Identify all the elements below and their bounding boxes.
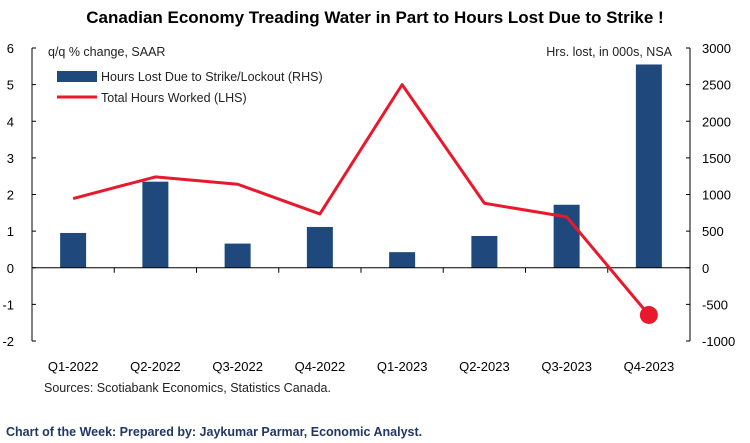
line-point (639, 305, 658, 324)
left-tick-label: 6 (7, 41, 14, 56)
right-tick-label: 3000 (702, 41, 731, 56)
line-total-hours-worked (72, 83, 651, 316)
left-tick-label: 5 (7, 78, 14, 93)
bar-hours-lost (306, 226, 333, 268)
footer-credit: Chart of the Week: Prepared by: Jaykumar… (6, 425, 423, 439)
category-label: Q3-2022 (212, 359, 263, 374)
bar-hours-lost (389, 252, 416, 268)
left-axis-label: q/q % change, SAAR (48, 45, 165, 59)
bar-hours-lost (224, 243, 251, 268)
left-tick-label: 2 (7, 188, 14, 203)
category-label: Q3-2023 (541, 359, 592, 374)
right-tick-label: -500 (702, 297, 728, 312)
category-label: Q4-2023 (624, 359, 675, 374)
sources-note: Sources: Scotiabank Economics, Statistic… (44, 381, 331, 395)
right-axis-label: Hrs. lost, in 000s, NSA (546, 45, 672, 59)
bar-hours-lost (635, 64, 662, 268)
left-tick-label: -2 (2, 334, 14, 349)
category-label: Q2-2023 (459, 359, 510, 374)
right-tick-label: 1000 (702, 188, 731, 203)
bar-hours-lost (142, 181, 169, 268)
left-tick-label: 1 (7, 224, 14, 239)
legend-swatch-bar (57, 71, 97, 82)
legend-label-line: Total Hours Worked (LHS) (101, 91, 247, 105)
right-tick-label: 0 (702, 261, 709, 276)
right-tick-label: 1500 (702, 151, 731, 166)
right-tick-label: -1000 (702, 334, 735, 349)
chart-title: Canadian Economy Treading Water in Part … (86, 8, 664, 27)
bar-hours-lost (60, 232, 87, 268)
category-label: Q1-2023 (377, 359, 428, 374)
left-tick-label: -1 (2, 297, 14, 312)
bar-hours-lost (471, 235, 498, 268)
left-tick-label: 4 (7, 114, 14, 129)
right-tick-label: 2500 (702, 78, 731, 93)
right-tick-label: 2000 (702, 114, 731, 129)
category-label: Q2-2022 (130, 359, 181, 374)
right-tick-label: 500 (702, 224, 724, 239)
category-label: Q1-2022 (48, 359, 99, 374)
legend-label-bar: Hours Lost Due to Strike/Lockout (RHS) (101, 70, 323, 84)
left-tick-label: 3 (7, 151, 14, 166)
category-label: Q4-2022 (295, 359, 346, 374)
left-tick-label: 0 (7, 261, 14, 276)
